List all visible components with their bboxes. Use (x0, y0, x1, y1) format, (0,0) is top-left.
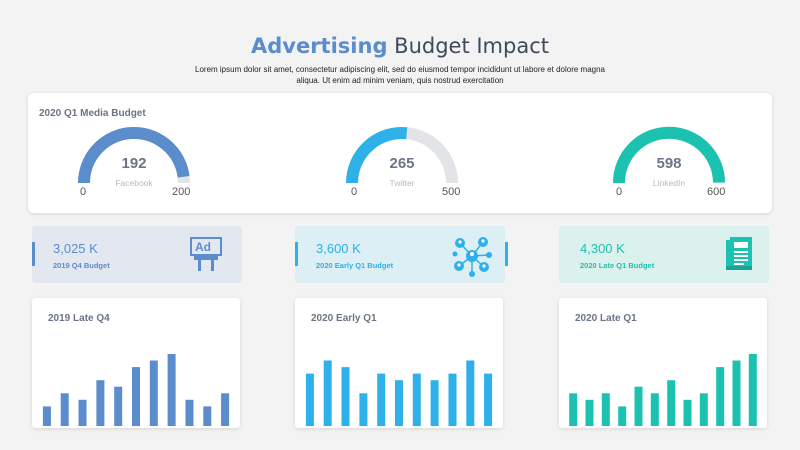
title-rest: Budget Impact (387, 34, 549, 58)
stat-2020-early-q1: 3,600 K 2020 Early Q1 Budget (295, 226, 508, 283)
chart-card-2020-early-q1: 2020 Early Q1 (295, 298, 503, 428)
newspaper-icon (723, 234, 757, 279)
bar (448, 373, 457, 426)
gauge-label: LinkedIn (652, 178, 686, 188)
page-title: Advertising Budget Impact (0, 34, 800, 58)
chart-card-2020-late-q1: 2020 Late Q1 (559, 298, 767, 428)
gauge-arc (612, 126, 725, 184)
bar (683, 399, 692, 426)
bar (412, 373, 421, 426)
gauge-label: Facebook (115, 178, 153, 188)
gauge-label: Twitter (389, 178, 415, 188)
gauge-fill (346, 127, 408, 184)
bar (395, 380, 403, 426)
bar-chart (305, 360, 493, 426)
bar (359, 393, 368, 426)
title-accent: Advertising (250, 34, 388, 58)
chart-title: 2019 Late Q4 (48, 313, 110, 324)
bar-chart (569, 354, 757, 426)
media-budget-card: 2020 Q1 Media Budget 192 Facebook 0 200 … (28, 93, 772, 213)
stat-label: 2019 Q4 Budget (53, 261, 110, 270)
billboard-icon-text: Ad (195, 240, 211, 254)
gauge-value: 265 (389, 155, 415, 172)
stat-value: 3,600 K (316, 241, 361, 256)
bar (484, 373, 493, 426)
bar (377, 373, 386, 426)
chart-title: 2020 Early Q1 (311, 313, 377, 324)
bar (716, 367, 725, 426)
bar (323, 360, 332, 426)
bar (132, 367, 140, 426)
bar (341, 367, 350, 426)
bar (466, 360, 475, 426)
bar (149, 360, 158, 426)
bar (650, 393, 659, 426)
bar-chart (42, 354, 230, 426)
bar (185, 399, 194, 426)
stat-accent-bar-right (505, 242, 508, 266)
bar (430, 380, 439, 426)
gauge-max: 500 (442, 186, 461, 198)
bar (699, 393, 708, 426)
stat-value: 4,300 K (580, 241, 625, 256)
bar (748, 354, 757, 426)
social-network-icon (451, 234, 493, 283)
bar (305, 373, 314, 426)
bar (618, 406, 627, 426)
gauge-facebook: 192 Facebook 0 200 (74, 123, 194, 203)
bar (221, 393, 230, 426)
bar (585, 399, 594, 426)
bar (78, 399, 87, 426)
bar (203, 406, 212, 426)
gauge-arc (346, 127, 458, 184)
gauge-value: 192 (121, 155, 147, 172)
stat-accent-bar (295, 242, 298, 266)
bar (42, 406, 51, 426)
stat-label: 2020 Early Q1 Budget (316, 261, 394, 270)
bar (96, 380, 105, 426)
bar (60, 393, 69, 426)
gauge-min: 0 (80, 186, 87, 198)
gauge-value: 598 (656, 155, 682, 172)
billboard-icon: Ad (188, 234, 224, 279)
bar (167, 354, 176, 426)
gauge-fill (612, 126, 725, 184)
stat-2019-q4: 3,025 K 2019 Q4 Budget Ad (32, 226, 242, 283)
chart-title: 2020 Late Q1 (575, 313, 637, 324)
bar (569, 393, 578, 426)
bar (732, 360, 741, 426)
page-subtitle: Lorem ipsum dolor sit amet, consectetur … (195, 65, 605, 85)
gauge-twitter: 265 Twitter 0 500 (342, 123, 462, 203)
media-budget-title: 2020 Q1 Media Budget (39, 108, 146, 119)
gauge-min: 0 (351, 186, 358, 198)
stat-label: 2020 Late Q1 Budget (580, 261, 655, 270)
gauge-max: 600 (707, 186, 726, 198)
stat-value: 3,025 K (53, 241, 98, 256)
gauge-max: 200 (172, 186, 191, 198)
stat-accent-bar (32, 242, 35, 266)
chart-card-2019-late-q4: 2019 Late Q4 (32, 298, 240, 428)
bar (114, 386, 123, 426)
gauge-fill (78, 127, 190, 184)
bar (667, 380, 676, 426)
stat-2020-late-q1: 4,300 K 2020 Late Q1 Budget (559, 226, 769, 283)
gauge-arc (78, 127, 190, 184)
bar (634, 386, 643, 426)
bar (601, 393, 610, 426)
gauge-linkedin: 598 LinkedIn 0 600 (609, 123, 729, 203)
gauge-min: 0 (616, 186, 623, 198)
